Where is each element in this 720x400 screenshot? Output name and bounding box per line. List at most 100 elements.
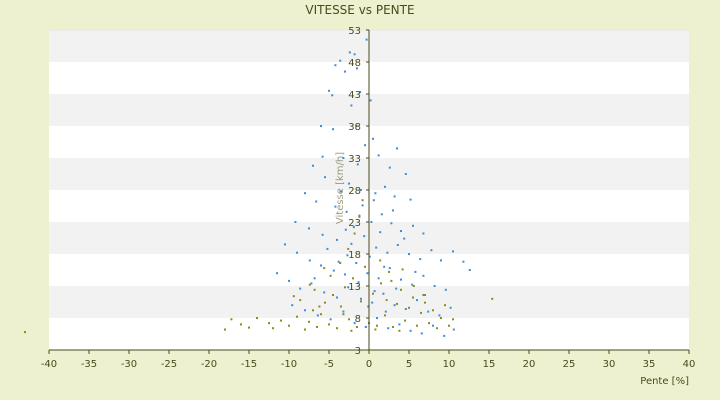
data-point [332, 128, 334, 131]
data-point [350, 329, 353, 332]
data-point [339, 262, 342, 264]
data-point [320, 313, 322, 316]
x-tick-label: -40 [41, 359, 57, 370]
data-point [374, 328, 377, 331]
data-point [376, 317, 378, 319]
axes: -40 -35 -30 -25 -20 -15 -10 -5 0 5 10 15 20 25 30 35 40 3… [41, 26, 696, 370]
data-point [400, 288, 402, 291]
y-tick-label: 33 [348, 154, 361, 165]
data-point [323, 291, 326, 294]
data-point [364, 265, 366, 268]
data-point [400, 230, 402, 232]
data-point [400, 278, 402, 281]
data-point [318, 305, 321, 308]
data-point [380, 213, 383, 216]
data-point [376, 324, 378, 327]
data-point [390, 279, 393, 282]
x-tick-label: 30 [603, 359, 616, 370]
data-point [360, 189, 362, 191]
data-point [320, 264, 322, 267]
data-point [339, 59, 342, 62]
data-point [360, 297, 362, 300]
data-point [366, 272, 369, 275]
data-point [436, 327, 438, 330]
y-tick-label: 43 [348, 90, 361, 101]
data-point [334, 205, 337, 208]
data-point [336, 238, 338, 241]
data-point [408, 306, 410, 309]
data-point [365, 38, 368, 41]
data-point [350, 104, 353, 107]
data-point [388, 267, 391, 270]
data-point [224, 328, 226, 331]
data-point [363, 235, 366, 238]
data-point [336, 327, 338, 330]
x-tick-label: -30 [121, 359, 137, 370]
data-point [291, 304, 294, 307]
data-point [468, 269, 471, 271]
data-point [326, 247, 329, 250]
x-tick-label: 20 [523, 359, 536, 370]
data-point [329, 318, 332, 321]
data-point [248, 326, 250, 329]
data-point [358, 215, 361, 218]
y-tick-label: 23 [348, 218, 361, 229]
data-point [272, 327, 274, 330]
data-point [387, 327, 390, 330]
data-point [332, 294, 334, 296]
data-point [350, 242, 353, 245]
data-point [336, 296, 338, 299]
data-point [449, 306, 452, 309]
data-point [324, 301, 326, 304]
data-point [422, 294, 425, 296]
data-point [370, 221, 373, 223]
data-point [288, 279, 290, 282]
data-point [398, 329, 401, 332]
data-point [443, 334, 446, 337]
data-point [422, 274, 425, 277]
data-point [384, 310, 387, 313]
data-point [340, 190, 342, 193]
data-point [230, 318, 233, 321]
data-point [409, 198, 412, 201]
data-point [324, 176, 326, 179]
data-point [304, 192, 306, 195]
data-points [24, 38, 494, 337]
data-point [296, 315, 298, 318]
x-tick-label: 0 [366, 359, 372, 370]
data-point [348, 318, 350, 321]
data-point [304, 309, 306, 312]
data-point [353, 53, 356, 56]
data-point [432, 324, 434, 327]
data-point [452, 250, 454, 253]
data-point [408, 253, 410, 255]
data-point [384, 185, 386, 188]
data-point [364, 326, 367, 328]
data-point [310, 282, 313, 285]
data-point [412, 285, 415, 287]
data-point [321, 155, 324, 158]
data-point [313, 288, 316, 291]
data-point [377, 277, 380, 280]
data-point [372, 292, 374, 295]
data-point [321, 233, 324, 236]
data-point [337, 260, 340, 263]
data-point [323, 267, 326, 270]
data-point [346, 254, 349, 257]
data-point [386, 251, 389, 254]
data-point [392, 326, 394, 328]
data-point [304, 328, 306, 331]
data-point [411, 283, 414, 286]
data-point [347, 247, 350, 250]
data-point [416, 324, 418, 327]
x-tick-label: -20 [201, 359, 217, 370]
y-tick-label: 48 [348, 58, 361, 69]
data-point [361, 204, 364, 207]
data-point [294, 221, 297, 223]
data-point [388, 270, 390, 273]
data-point [240, 323, 242, 326]
x-tick-label: -35 [81, 359, 97, 370]
data-point [392, 209, 394, 212]
data-point [377, 154, 380, 157]
data-point [347, 286, 350, 289]
